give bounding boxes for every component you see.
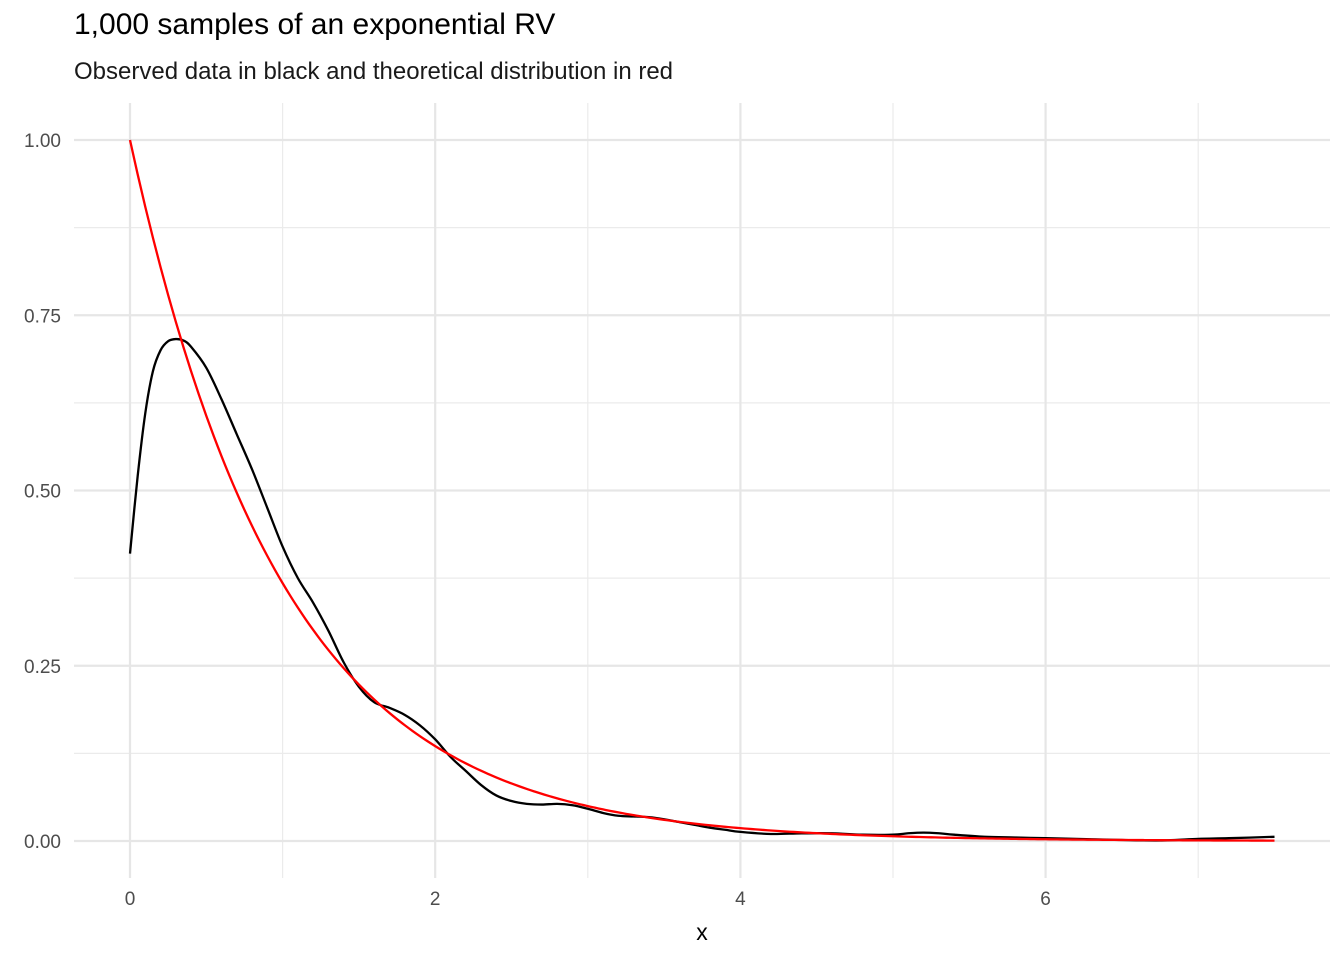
x-tick-label: 2 [430,889,441,910]
chart-title: 1,000 samples of an exponential RV [74,8,556,41]
series-observed-line [128,337,1275,842]
y-tick-label: 0.50 [24,482,61,503]
y-tick-label: 0.25 [24,657,61,678]
series-group [128,139,1275,842]
y-tick-label: 0.75 [24,306,61,327]
x-tick-label: 0 [125,889,136,910]
x-axis-title: x [696,919,708,945]
chart-subtitle: Observed data in black and theoretical d… [74,58,674,85]
x-tick-labels: 0 2 4 6 [125,889,1051,910]
grid-major [74,103,1330,878]
series-theoretical-line [128,139,1275,842]
y-tick-label: 0.00 [24,832,61,853]
x-tick-label: 6 [1040,889,1051,910]
x-tick-label: 4 [735,889,746,910]
y-tick-labels: 0.00 0.25 0.50 0.75 1.00 [24,131,61,853]
y-tick-label: 1.00 [24,131,61,152]
